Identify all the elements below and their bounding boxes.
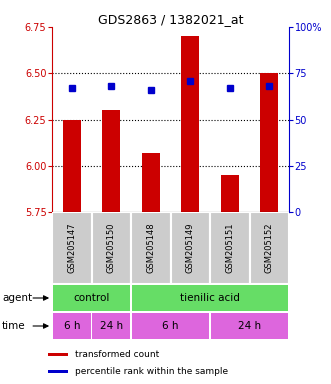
Bar	[211, 313, 288, 339]
Bar	[132, 313, 209, 339]
Bar	[181, 36, 199, 212]
Bar	[48, 370, 68, 373]
Bar	[48, 353, 68, 356]
Bar	[260, 73, 278, 212]
Text: agent: agent	[2, 293, 32, 303]
Bar	[250, 212, 289, 284]
Bar	[221, 175, 239, 212]
Text: control: control	[73, 293, 110, 303]
Text: 24 h: 24 h	[100, 321, 123, 331]
Text: transformed count: transformed count	[75, 350, 159, 359]
Text: 6 h: 6 h	[162, 321, 179, 331]
Bar	[132, 285, 288, 311]
Bar	[63, 119, 81, 212]
Text: percentile rank within the sample: percentile rank within the sample	[75, 367, 228, 376]
Bar	[91, 212, 131, 284]
Text: 24 h: 24 h	[238, 321, 261, 331]
Text: GSM205152: GSM205152	[265, 223, 274, 273]
Bar	[53, 285, 130, 311]
Text: GSM205148: GSM205148	[146, 223, 155, 273]
Bar	[53, 313, 91, 339]
Text: GSM205151: GSM205151	[225, 223, 234, 273]
Bar	[102, 110, 120, 212]
Text: GSM205150: GSM205150	[107, 223, 116, 273]
Text: tienilic acid: tienilic acid	[180, 293, 240, 303]
Bar	[52, 212, 91, 284]
Text: 6 h: 6 h	[64, 321, 80, 331]
Text: GSM205147: GSM205147	[67, 223, 76, 273]
Title: GDS2863 / 1382021_at: GDS2863 / 1382021_at	[98, 13, 243, 26]
Text: GSM205149: GSM205149	[186, 223, 195, 273]
Text: time: time	[2, 321, 25, 331]
Bar	[92, 313, 130, 339]
Bar	[210, 212, 250, 284]
Bar	[142, 153, 160, 212]
Bar	[131, 212, 170, 284]
Bar	[170, 212, 210, 284]
